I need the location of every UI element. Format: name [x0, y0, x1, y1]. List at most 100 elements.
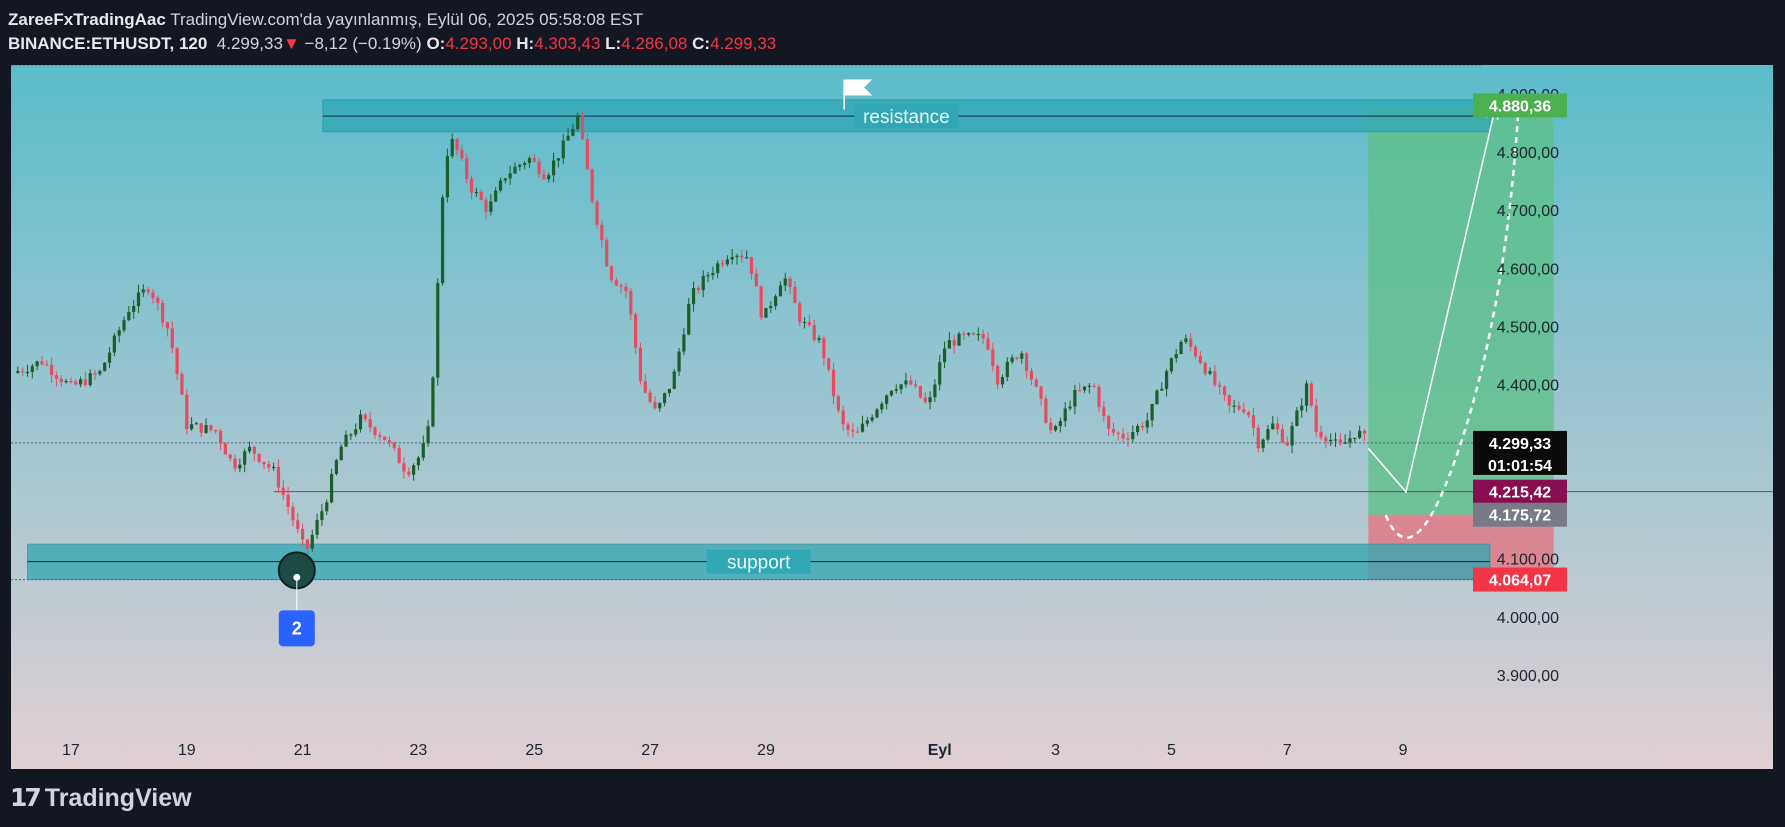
candle-body — [223, 443, 227, 455]
candle-body — [523, 163, 527, 165]
symbol-label[interactable]: BINANCE:ETHUSDT, 120 — [8, 34, 208, 53]
candle-body — [1309, 383, 1313, 406]
x-tick-label: 19 — [178, 742, 196, 759]
candle-body — [363, 414, 367, 420]
candle-body — [1290, 425, 1294, 446]
candle-body — [860, 423, 865, 432]
candle-body — [774, 296, 778, 307]
candle-body — [1140, 425, 1145, 428]
candle-body — [45, 364, 49, 366]
candle-body — [397, 448, 401, 464]
candle-body — [967, 333, 971, 335]
close-label: C: — [692, 34, 711, 53]
candle-body — [793, 286, 797, 304]
candle-body — [175, 348, 179, 374]
candle-body — [947, 340, 951, 349]
candle-body — [716, 263, 720, 274]
candle-body — [272, 466, 276, 469]
candle-body — [875, 409, 879, 418]
x-tick-label: 7 — [1283, 742, 1292, 759]
candle-body — [1338, 439, 1342, 444]
candle-body — [971, 333, 976, 335]
high-label: H: — [516, 34, 535, 53]
candle-body — [402, 463, 406, 472]
candle-body — [218, 431, 223, 444]
high-value: 4.303,43 — [534, 34, 601, 53]
candle-body — [1087, 385, 1091, 387]
candle-body — [720, 263, 725, 265]
candle-body — [74, 381, 78, 385]
candle-body — [1251, 415, 1256, 428]
author-name[interactable]: ZareeFxTradingAac — [8, 10, 166, 29]
candle-body — [600, 224, 604, 241]
brand-name: TradingView — [44, 783, 192, 812]
support-label: support — [727, 553, 791, 574]
candle-body — [798, 303, 802, 323]
candle-body — [672, 371, 676, 389]
candle-body — [252, 446, 256, 454]
candle-body — [1005, 361, 1009, 378]
projection-path-solid — [1367, 105, 1497, 494]
candle-body — [634, 314, 638, 348]
candle-body — [1218, 384, 1222, 387]
candle-body — [498, 180, 503, 191]
candle-body — [199, 423, 203, 433]
candle-body — [378, 435, 382, 437]
y-tick-label: 4.400,00 — [1497, 377, 1559, 394]
candle-body — [1256, 427, 1260, 449]
candle-body — [629, 291, 633, 315]
candle-body — [358, 414, 363, 430]
candle-body — [836, 396, 840, 411]
candle-body — [262, 461, 266, 465]
candle-body — [416, 457, 421, 466]
stop-price-label: 4.064,07 — [1489, 573, 1551, 590]
candle-body — [706, 275, 710, 277]
candle-body — [1044, 398, 1048, 423]
candle-body — [1353, 437, 1357, 439]
candle-body — [122, 320, 126, 331]
candle-body — [918, 386, 923, 398]
candle-body — [1111, 429, 1116, 433]
candle-body — [754, 273, 758, 287]
candle-body — [1174, 353, 1178, 359]
price-axis[interactable]: 4.900,004.800,004.700,004.600,004.500,00… — [1497, 87, 1559, 685]
candle-body — [996, 365, 1000, 385]
candle-body — [69, 381, 73, 383]
candle-body — [537, 161, 541, 175]
time-axis[interactable]: 17 19 21 23 25 27 29 Eyl 3 5 7 9 — [62, 742, 1408, 759]
candle-body — [933, 384, 937, 398]
candle-body — [802, 321, 807, 324]
candle-body — [329, 474, 334, 503]
candle-body — [59, 378, 63, 383]
candle-body — [1068, 406, 1072, 409]
candle-body — [1053, 426, 1058, 431]
candle-body — [904, 380, 908, 385]
candle-body — [267, 464, 271, 468]
stop-price-label-bg — [1473, 567, 1567, 592]
candle-body — [1271, 423, 1275, 430]
candle-body — [1097, 386, 1101, 408]
candle-body — [83, 379, 87, 385]
open-label: O: — [426, 34, 446, 53]
candle-body — [870, 417, 874, 421]
candle-body — [1314, 405, 1318, 432]
y-tick-label: 3.900,00 — [1497, 668, 1559, 685]
candle-body — [305, 539, 310, 549]
candle-body — [532, 158, 536, 162]
candle-body — [301, 528, 305, 540]
candle-body — [725, 259, 729, 265]
candle-body — [576, 115, 580, 130]
candle-body — [909, 380, 913, 385]
candle-body — [445, 156, 449, 198]
candle-body — [460, 149, 464, 159]
candle-body — [831, 369, 836, 397]
tradingview-logo[interactable]: 𝟭𝟳 TradingView — [10, 783, 192, 813]
target-price-label: 4.880,36 — [1489, 98, 1551, 115]
candle-body — [1131, 432, 1135, 440]
candle-body — [368, 419, 372, 428]
candle-body — [1020, 353, 1024, 359]
marker-badge — [278, 610, 315, 647]
header-line-2: BINANCE:ETHUSDT, 120 4.299,33▼ −8,12 (−0… — [8, 32, 776, 56]
